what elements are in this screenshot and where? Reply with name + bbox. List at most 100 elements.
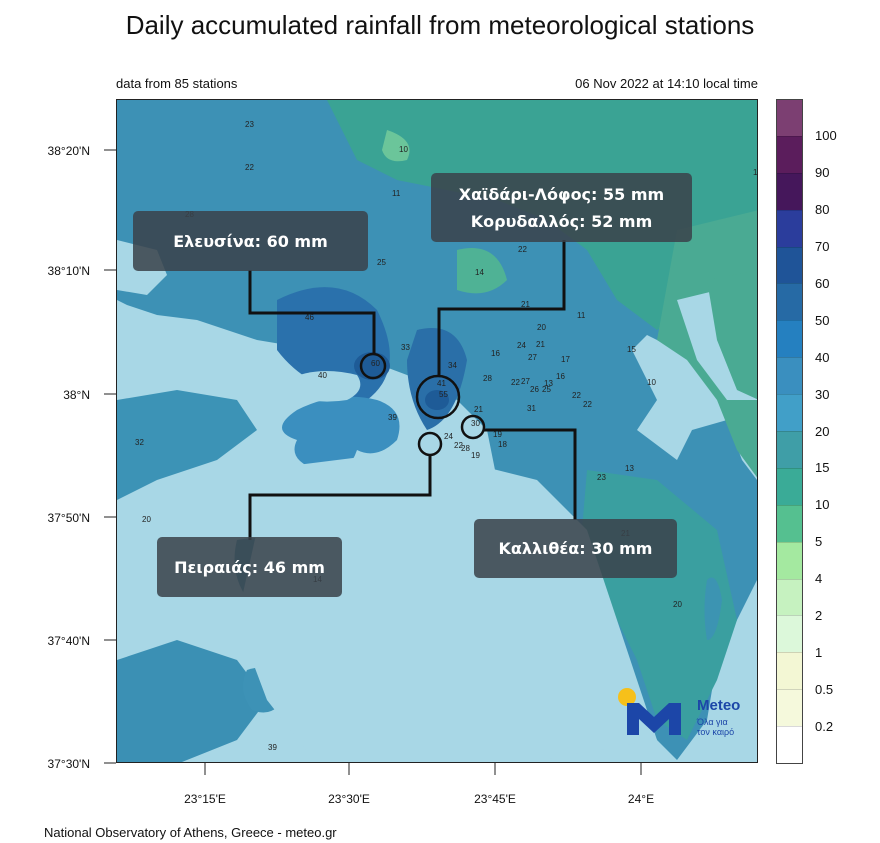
station-value: 22 bbox=[518, 245, 527, 254]
colorbar-segment bbox=[777, 652, 802, 690]
colorbar-segment bbox=[777, 357, 802, 395]
station-value: 46 bbox=[305, 313, 314, 322]
station-value: 19 bbox=[471, 451, 480, 460]
colorbar-label: 4 bbox=[815, 571, 823, 587]
colorbar-label: 5 bbox=[815, 534, 823, 550]
colorbar-segment bbox=[777, 135, 802, 173]
station-value: 13 bbox=[625, 464, 634, 473]
colorbar-label: 20 bbox=[815, 423, 830, 439]
colorbar-segment bbox=[777, 689, 802, 727]
callout-elefsina-text: Ελευσίνα: 60 mm bbox=[173, 231, 328, 251]
station-value: 24 bbox=[444, 432, 453, 441]
colorbar-label: 70 bbox=[815, 238, 830, 254]
station-value: 13 bbox=[544, 379, 553, 388]
meteo-logo-icon bbox=[618, 688, 681, 735]
colorbar-label: 50 bbox=[815, 312, 830, 328]
colorbar-segment bbox=[777, 615, 802, 653]
colorbar-segment bbox=[777, 100, 802, 136]
station-value: 55 bbox=[439, 390, 448, 399]
station-value: 28 bbox=[483, 374, 492, 383]
station-value: 23 bbox=[245, 120, 254, 129]
rainfall-map[interactable]: 23 22 10 11 28 18 22 25 14 21 11 46 20 15 10 33 24 16 21 27… bbox=[116, 99, 758, 763]
colorbar-label: 1 bbox=[815, 645, 823, 661]
colorbar-label: 10 bbox=[815, 497, 830, 513]
colorbar-segment bbox=[777, 578, 802, 616]
colorbar-segment bbox=[777, 541, 802, 579]
leader-peiraias bbox=[248, 455, 432, 540]
map-title: Daily accumulated rainfall from meteorol… bbox=[125, 10, 755, 40]
station-value: 22 bbox=[572, 391, 581, 400]
lon-label-23-15: 23°15'E bbox=[184, 792, 226, 806]
lat-label-38-20: 38°20'N bbox=[47, 144, 90, 158]
green-patch-2 bbox=[457, 248, 507, 294]
colorbar-segment bbox=[777, 394, 802, 432]
station-value: 40 bbox=[318, 371, 327, 380]
lat-label-38-10: 38°10'N bbox=[47, 264, 90, 278]
lat-label-37-40: 37°40'N bbox=[47, 634, 90, 648]
station-value: 22 bbox=[511, 378, 520, 387]
circle-kallithea bbox=[460, 414, 486, 440]
station-value: 15 bbox=[627, 345, 636, 354]
makronisos-island bbox=[704, 577, 722, 640]
callout-peiraias-text: Πειραιάς: 46 mm bbox=[174, 557, 325, 577]
station-value: 30 bbox=[471, 419, 480, 428]
station-value: 23 bbox=[597, 473, 606, 482]
lat-label-37-30: 37°30'N bbox=[47, 757, 90, 771]
leader-elefsina bbox=[248, 270, 376, 354]
leader-chaidari bbox=[437, 240, 566, 376]
lon-label-23-45: 23°45'E bbox=[474, 792, 516, 806]
station-value: 25 bbox=[377, 258, 386, 267]
station-value: 41 bbox=[437, 379, 446, 388]
station-value: 20 bbox=[673, 600, 682, 609]
station-value: 16 bbox=[491, 349, 500, 358]
station-value: 33 bbox=[401, 343, 410, 352]
colorbar-segment bbox=[777, 172, 802, 210]
station-value: 14 bbox=[475, 268, 484, 277]
station-value: 21 bbox=[536, 340, 545, 349]
colorbar-label: 30 bbox=[815, 386, 830, 402]
station-value: 11 bbox=[392, 189, 401, 198]
station-value: 24 bbox=[517, 341, 526, 350]
colorbar-segment bbox=[777, 209, 802, 247]
rain-max-center bbox=[407, 328, 467, 430]
station-value: 28 bbox=[461, 444, 470, 453]
callout-korydallos-text: Κορυδαλλός: 52 mm bbox=[470, 211, 653, 231]
colorbar-label: 80 bbox=[815, 201, 830, 217]
colorbar-label: 60 bbox=[815, 275, 830, 291]
meteo-logo-line2: τον καιρό bbox=[697, 727, 735, 737]
lon-label-24: 24°E bbox=[627, 792, 655, 806]
station-value: 17 bbox=[561, 355, 570, 364]
station-value: 25 bbox=[542, 385, 551, 394]
callout-elefsina: Ελευσίνα: 60 mm bbox=[133, 211, 368, 271]
station-value: 27 bbox=[528, 353, 537, 362]
timestamp-label: 06 Nov 2022 at 14:10 local time bbox=[575, 76, 758, 91]
station-value: 20 bbox=[537, 323, 546, 332]
colorbar-segments bbox=[777, 100, 802, 764]
station-value: 10 bbox=[399, 145, 408, 154]
southwest-land bbox=[117, 640, 267, 762]
leader-kallithea bbox=[484, 428, 577, 520]
green-patch-1 bbox=[382, 130, 410, 162]
station-value: 16 bbox=[556, 372, 565, 381]
colorbar-segment bbox=[777, 431, 802, 468]
colorbar-label: 2 bbox=[815, 608, 823, 624]
gulf-of-elefsis bbox=[287, 371, 361, 402]
station-value: 39 bbox=[268, 743, 277, 752]
station-value: 34 bbox=[448, 361, 457, 370]
station-value: 22 bbox=[583, 400, 592, 409]
station-value: 31 bbox=[527, 404, 536, 413]
station-value: 22 bbox=[245, 163, 254, 172]
lat-label-38: 38°N bbox=[63, 388, 90, 402]
colorbar-segment bbox=[777, 283, 802, 321]
lat-label-37-50: 37°50'N bbox=[47, 511, 90, 525]
station-value: 60 bbox=[371, 359, 380, 368]
station-value: 32 bbox=[135, 438, 144, 447]
colorbar-label: 15 bbox=[815, 460, 830, 476]
colorbar-segment bbox=[777, 726, 802, 764]
rain-core-korydallos bbox=[425, 390, 449, 410]
station-count-label: data from 85 stations bbox=[116, 76, 238, 91]
colorbar bbox=[776, 99, 803, 764]
lon-label-23-30: 23°30'E bbox=[328, 792, 370, 806]
callout-kallithea: Καλλιθέα: 30 mm bbox=[474, 519, 677, 578]
station-value: 21 bbox=[474, 405, 483, 414]
